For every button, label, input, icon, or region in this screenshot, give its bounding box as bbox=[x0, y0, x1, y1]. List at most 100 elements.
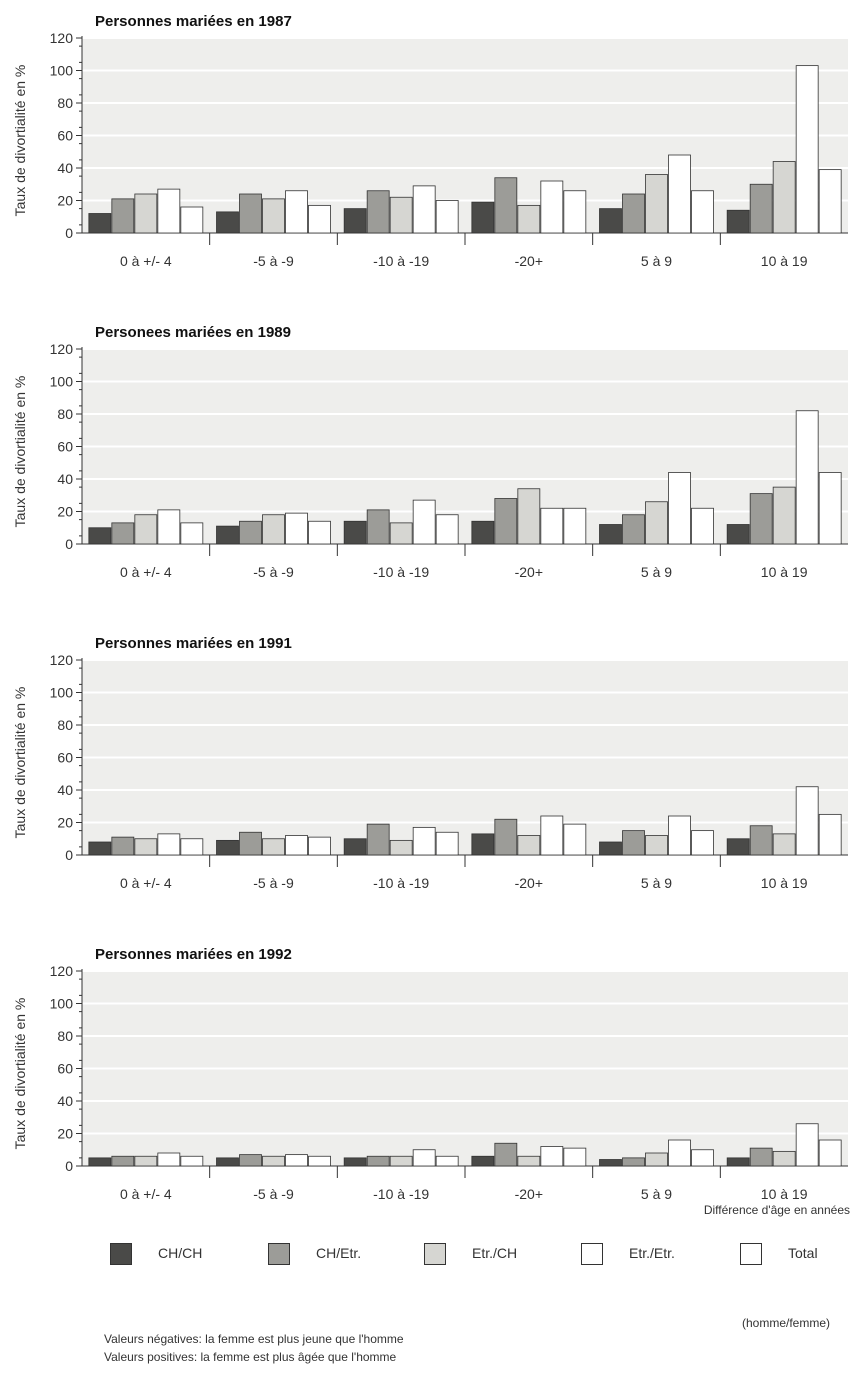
bar-ch-etr-5-9 bbox=[622, 193, 645, 234]
bar-ch-ch-5-9 bbox=[216, 525, 239, 545]
x-tick-label: -20+ bbox=[515, 1186, 543, 1202]
x-tick-label: 0 à +/- 4 bbox=[120, 564, 172, 580]
bar-ch-etr-5-9 bbox=[239, 831, 262, 856]
bar-etr-ch-10-19 bbox=[772, 161, 796, 234]
bar-ch-ch-10-19 bbox=[726, 838, 750, 856]
y-tick-label: 80 bbox=[57, 717, 73, 733]
x-tick-label: -10 à -19 bbox=[373, 564, 429, 580]
bar-total-10-19 bbox=[435, 514, 459, 545]
legend-label-etr-etr: Etr./Etr. bbox=[629, 1245, 675, 1261]
bar-etr-ch-0-4 bbox=[134, 838, 158, 856]
legend-label-ch-ch: CH/CH bbox=[158, 1245, 203, 1261]
legend-swatch-etr-etr bbox=[581, 1243, 603, 1265]
bar-ch-ch-5-9 bbox=[216, 1157, 239, 1167]
bar-etr-etr-10-19 bbox=[795, 1123, 819, 1167]
legend-label-etr-ch: Etr./CH bbox=[472, 1245, 518, 1261]
y-tick-label: 120 bbox=[50, 652, 74, 668]
bar-ch-ch-10-19 bbox=[726, 1157, 750, 1167]
bar-etr-ch-20 bbox=[517, 204, 541, 234]
bar-ch-etr-10-19 bbox=[749, 493, 773, 545]
bar-total-5-9 bbox=[308, 520, 331, 545]
chart-title: Personees mariées en 1989 bbox=[95, 324, 291, 341]
x-tick-label: -10 à -19 bbox=[373, 1186, 429, 1202]
y-tick-label: 40 bbox=[57, 160, 73, 176]
bar-ch-etr-5-9 bbox=[622, 514, 645, 545]
y-tick-label: 20 bbox=[57, 193, 73, 209]
x-tick-label: 0 à +/- 4 bbox=[120, 253, 172, 269]
bar-etr-ch-10-19 bbox=[389, 196, 413, 234]
bar-etr-ch-10-19 bbox=[389, 1155, 413, 1167]
bar-ch-ch-10-19 bbox=[343, 208, 367, 234]
bar-etr-ch-5-9 bbox=[645, 1152, 668, 1167]
bar-total-20 bbox=[563, 823, 587, 856]
legend-swatch-ch-etr bbox=[268, 1243, 290, 1265]
bar-ch-ch-10-19 bbox=[343, 838, 367, 856]
bar-total-10-19 bbox=[818, 1139, 842, 1167]
bar-ch-etr-20 bbox=[494, 177, 518, 234]
x-tick-label: -20+ bbox=[515, 564, 543, 580]
bar-etr-etr-20 bbox=[540, 180, 564, 234]
bar-etr-etr-5-9 bbox=[285, 512, 308, 545]
bar-ch-etr-0-4 bbox=[111, 1155, 135, 1167]
bar-etr-etr-0-4 bbox=[157, 509, 181, 545]
bar-ch-ch-0-4 bbox=[88, 1157, 112, 1167]
bar-total-0-4 bbox=[180, 838, 204, 856]
bar-total-10-19 bbox=[818, 472, 842, 545]
x-tick-label: 10 à 19 bbox=[761, 564, 808, 580]
bar-ch-ch-0-4 bbox=[88, 841, 112, 856]
legend-label-ch-etr: CH/Etr. bbox=[316, 1245, 362, 1261]
bar-ch-ch-10-19 bbox=[343, 1157, 367, 1167]
bar-ch-etr-10-19 bbox=[366, 1155, 390, 1167]
bar-ch-etr-10-19 bbox=[749, 825, 773, 856]
y-axis-label: Taux de divortialité en % bbox=[12, 376, 28, 528]
bar-ch-etr-0-4 bbox=[111, 522, 135, 545]
bar-ch-ch-5-9 bbox=[599, 1159, 622, 1167]
bar-ch-etr-5-9 bbox=[622, 830, 645, 856]
bar-etr-etr-10-19 bbox=[412, 826, 436, 856]
y-tick-label: 20 bbox=[57, 1126, 73, 1142]
chart-title: Personnes mariées en 1991 bbox=[95, 635, 292, 652]
bar-total-10-19 bbox=[435, 831, 459, 856]
bar-ch-etr-0-4 bbox=[111, 198, 135, 234]
bar-etr-etr-5-9 bbox=[668, 154, 691, 234]
bar-ch-etr-10-19 bbox=[366, 509, 390, 545]
legend-swatch-ch-ch bbox=[110, 1243, 132, 1265]
bar-ch-etr-20 bbox=[494, 1142, 518, 1167]
chart-1991: 0 20 40 60 80 100 120 Personnes mariées en 1991… bbox=[12, 635, 848, 891]
bar-total-5-9 bbox=[691, 830, 714, 856]
bar-ch-etr-5-9 bbox=[239, 520, 262, 545]
y-tick-label: 60 bbox=[57, 750, 73, 766]
bar-ch-ch-0-4 bbox=[88, 213, 112, 234]
bar-total-0-4 bbox=[180, 522, 204, 545]
bar-ch-etr-20 bbox=[494, 818, 518, 856]
bar-total-10-19 bbox=[818, 169, 842, 234]
bar-etr-ch-10-19 bbox=[389, 522, 413, 545]
bar-etr-ch-5-9 bbox=[645, 501, 668, 545]
chart-title: Personnes mariées en 1992 bbox=[95, 946, 292, 963]
y-axis-label: Taux de divortialité en % bbox=[12, 998, 28, 1150]
x-tick-label: 0 à +/- 4 bbox=[120, 875, 172, 891]
x-tick-label: 5 à 9 bbox=[641, 253, 672, 269]
y-tick-label: 0 bbox=[65, 536, 73, 552]
y-tick-label: 0 bbox=[65, 1158, 73, 1174]
bar-total-5-9 bbox=[308, 204, 331, 234]
bar-total-5-9 bbox=[308, 836, 331, 856]
legend-swatch-etr-ch bbox=[424, 1243, 446, 1265]
bar-total-20 bbox=[563, 1147, 587, 1167]
x-tick-label: -5 à -9 bbox=[253, 875, 294, 891]
bar-ch-ch-0-4 bbox=[88, 527, 112, 545]
chart-1989: 0 20 40 60 80 100 120 Personees mariées en 1989… bbox=[12, 324, 848, 580]
bar-ch-ch-10-19 bbox=[343, 520, 367, 545]
bar-ch-etr-10-19 bbox=[749, 183, 773, 234]
bar-total-10-19 bbox=[818, 813, 842, 856]
bar-total-5-9 bbox=[308, 1155, 331, 1167]
bar-etr-etr-0-4 bbox=[157, 833, 181, 856]
x-tick-label: -5 à -9 bbox=[253, 564, 294, 580]
bar-etr-etr-20 bbox=[540, 1146, 564, 1167]
bar-etr-etr-10-19 bbox=[412, 185, 436, 234]
bar-ch-ch-20 bbox=[471, 520, 495, 545]
bar-total-5-9 bbox=[691, 190, 714, 234]
x-tick-label: -20+ bbox=[515, 875, 543, 891]
bar-ch-ch-5-9 bbox=[216, 211, 239, 234]
bar-etr-ch-5-9 bbox=[262, 1155, 285, 1167]
